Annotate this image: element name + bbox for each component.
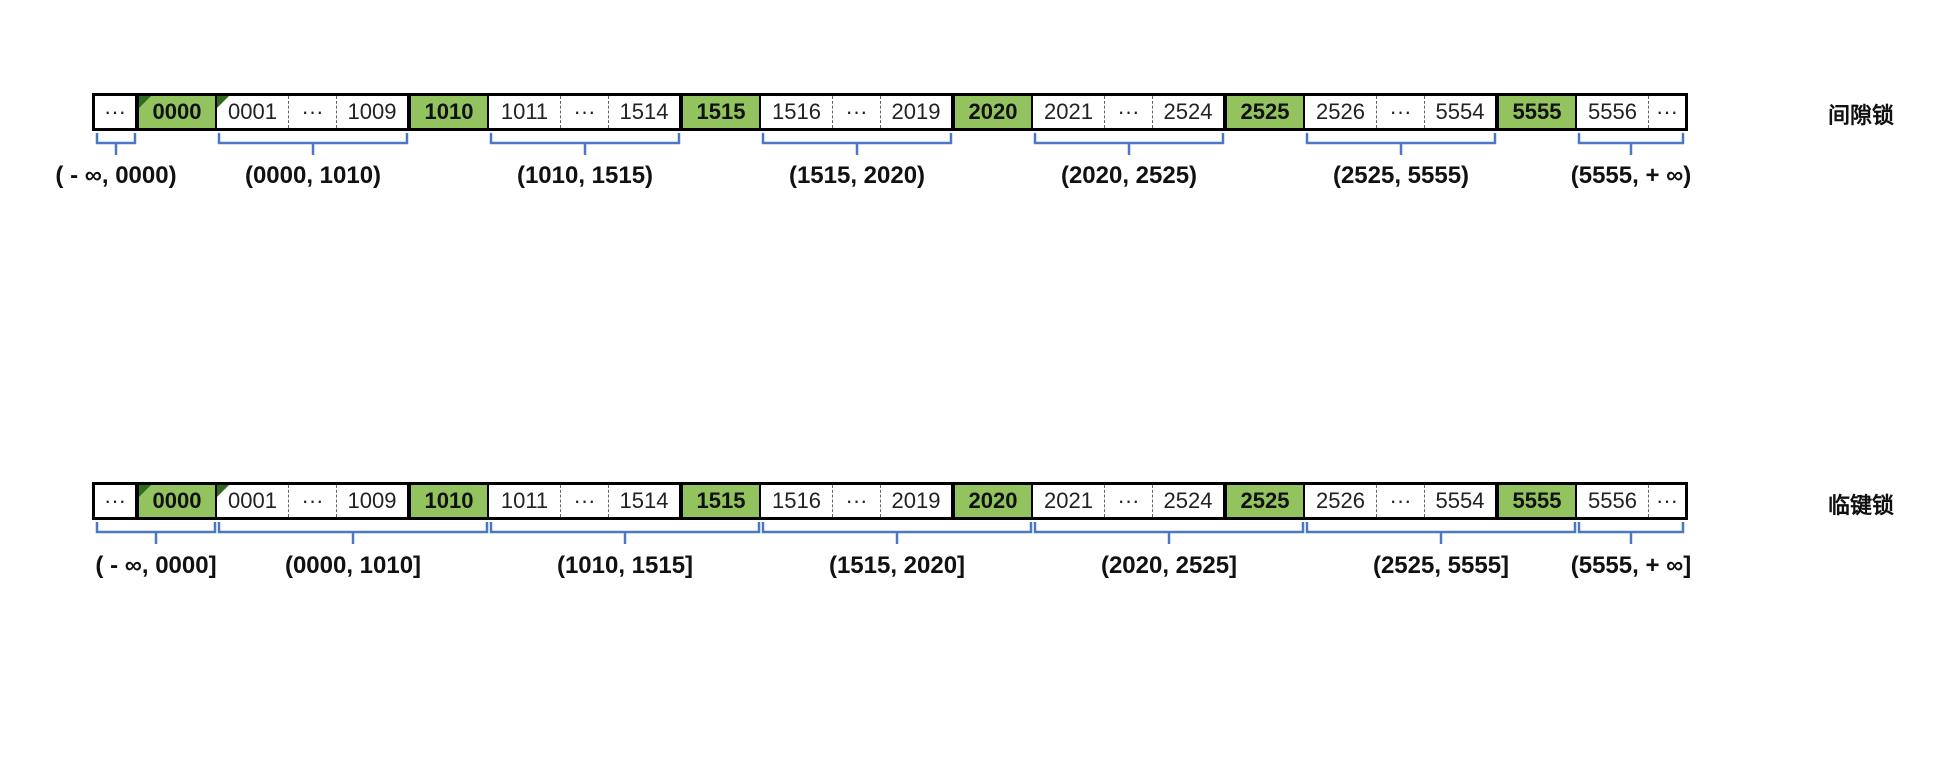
next-key-lock-gap-value-cell: 2526	[1305, 485, 1377, 517]
next-key-lock-index-key-cell: 5555	[1497, 485, 1577, 517]
gap-lock-index-key-cell: 1515	[681, 96, 761, 128]
next-key-lock-gap-value-cell: ···	[561, 485, 609, 517]
next-key-lock-brace	[217, 522, 489, 544]
next-key-lock-gap-value-cell: ···	[289, 485, 337, 517]
next-key-lock-interval-label: (1010, 1515]	[556, 552, 694, 579]
next-key-lock-gap-value-cell: 1516	[761, 485, 833, 517]
gap-lock-brace	[1033, 133, 1225, 155]
next-key-lock-gap-value-cell: 1009	[337, 485, 409, 517]
next-key-lock-gap-value-cell: 2021	[1033, 485, 1105, 517]
next-key-lock-gap-value-cell: 2524	[1153, 485, 1225, 517]
gap-lock-gap-value-cell: 5554	[1425, 96, 1497, 128]
gap-lock-interval-label: (1010, 1515)	[516, 162, 654, 189]
gap-lock-brace	[1305, 133, 1497, 155]
next-key-lock-index-key-cell: 0000	[137, 485, 217, 517]
gap-lock-gap-value-cell: 1516	[761, 96, 833, 128]
gap-lock-interval-label: (2020, 2525)	[1060, 162, 1198, 189]
gap-lock-gap-value-cell: ···	[95, 96, 137, 128]
gap-lock-gap-value-cell: 2526	[1305, 96, 1377, 128]
gap-lock-interval-label: (1515, 2020)	[788, 162, 926, 189]
gap-lock-gap-value-cell: ···	[833, 96, 881, 128]
next-key-lock-brace	[489, 522, 761, 544]
next-key-lock-interval-label: (2020, 2525]	[1100, 552, 1238, 579]
next-key-lock-index-key-cell: 2020	[953, 485, 1033, 517]
next-key-lock-interval-label: (0000, 1010]	[284, 552, 422, 579]
next-key-lock-brace	[1305, 522, 1577, 544]
gap-lock-gap-value-cell: 1009	[337, 96, 409, 128]
gap-lock-gap-value-cell: ···	[1656, 99, 1678, 124]
gap-lock-index-key-cell: 1010	[409, 96, 489, 128]
gap-lock-brace	[761, 133, 953, 155]
gap-lock-brace	[489, 133, 681, 155]
gap-lock-interval-label: ( - ∞, 0000)	[55, 162, 177, 189]
gap-lock-index-key-cell: 2525	[1225, 96, 1305, 128]
gap-lock-gap-value-cell: 2019	[881, 96, 953, 128]
gap-lock-gap-value-cell: 1011	[489, 96, 561, 128]
gap-lock-index-key-cell: 0000	[137, 96, 217, 128]
corner-marker	[139, 96, 151, 108]
gap-lock-gap-value-cell: 2524	[1153, 96, 1225, 128]
gap-lock-interval-label: (2525, 5555)	[1332, 162, 1470, 189]
gap-lock-gap-value-cell: 0001	[217, 96, 289, 128]
next-key-lock-brace	[761, 522, 1033, 544]
next-key-lock-interval-label: (1515, 2020]	[828, 552, 966, 579]
corner-marker	[217, 96, 229, 108]
gap-lock-brace	[217, 133, 409, 155]
gap-lock-gap-value-cell: 1514	[609, 96, 681, 128]
next-key-lock-index-key-cell: 1515	[681, 485, 761, 517]
next-key-lock-gap-value-cell: 5554	[1425, 485, 1497, 517]
next-key-lock-interval-label: (2525, 5555]	[1372, 552, 1510, 579]
gap-lock-title: 间隙锁	[1828, 104, 1895, 129]
next-key-lock-index-key-cell: 1010	[409, 485, 489, 517]
gap-lock-index-key-cell: 2020	[953, 96, 1033, 128]
next-key-lock-gap-value-cell: 1011	[489, 485, 561, 517]
next-key-lock-gap-value-cell: ···	[1656, 488, 1678, 513]
corner-marker	[217, 485, 229, 497]
gap-lock-gap-value-cell: ···	[561, 96, 609, 128]
gap-lock-gap-value-cell: 5556	[1577, 96, 1649, 128]
gap-lock-interval-label: (0000, 1010)	[244, 162, 382, 189]
next-key-lock-gap-value-cell: ···	[1105, 485, 1153, 517]
next-key-lock-gap-value-cell: 1514	[609, 485, 681, 517]
next-key-lock-index-key-cell: 2525	[1225, 485, 1305, 517]
gap-lock-index-row: ··· 0000 0001 ··· 1009 1010 1011 ··· 1514 1515 151…	[92, 93, 1688, 131]
gap-lock-gap-value-cell: ···	[289, 96, 337, 128]
next-key-lock-title: 临键锁	[1828, 494, 1895, 519]
next-key-lock-gap-value-cell: 5556	[1577, 485, 1649, 517]
next-key-lock-gap-value-cell: ···	[95, 485, 137, 517]
next-key-lock-index-row: ··· 0000 0001 ··· 1009 1010 1011 ··· 1514 1515 151…	[92, 482, 1688, 520]
gap-lock-brace	[95, 133, 137, 155]
next-key-lock-gap-value-cell: ···	[833, 485, 881, 517]
next-key-lock-interval-label: ( - ∞, 0000]	[95, 552, 217, 579]
gap-lock-gap-value-cell: ···	[1105, 96, 1153, 128]
corner-marker	[139, 485, 151, 497]
gap-lock-brace	[1577, 133, 1685, 155]
next-key-lock-gap-value-cell: 2019	[881, 485, 953, 517]
gap-lock-index-key-cell: 5555	[1497, 96, 1577, 128]
next-key-lock-brace	[1033, 522, 1305, 544]
gap-lock-gap-value-cell: 2021	[1033, 96, 1105, 128]
next-key-lock-brace	[1577, 522, 1685, 544]
next-key-lock-interval-label: (5555, + ∞]	[1570, 552, 1692, 579]
next-key-lock-gap-value-cell: ···	[1377, 485, 1425, 517]
gap-lock-gap-value-cell: ···	[1377, 96, 1425, 128]
next-key-lock-gap-value-cell: 0001	[217, 485, 289, 517]
gap-lock-interval-label: (5555, + ∞)	[1570, 162, 1692, 189]
next-key-lock-brace	[95, 522, 217, 544]
